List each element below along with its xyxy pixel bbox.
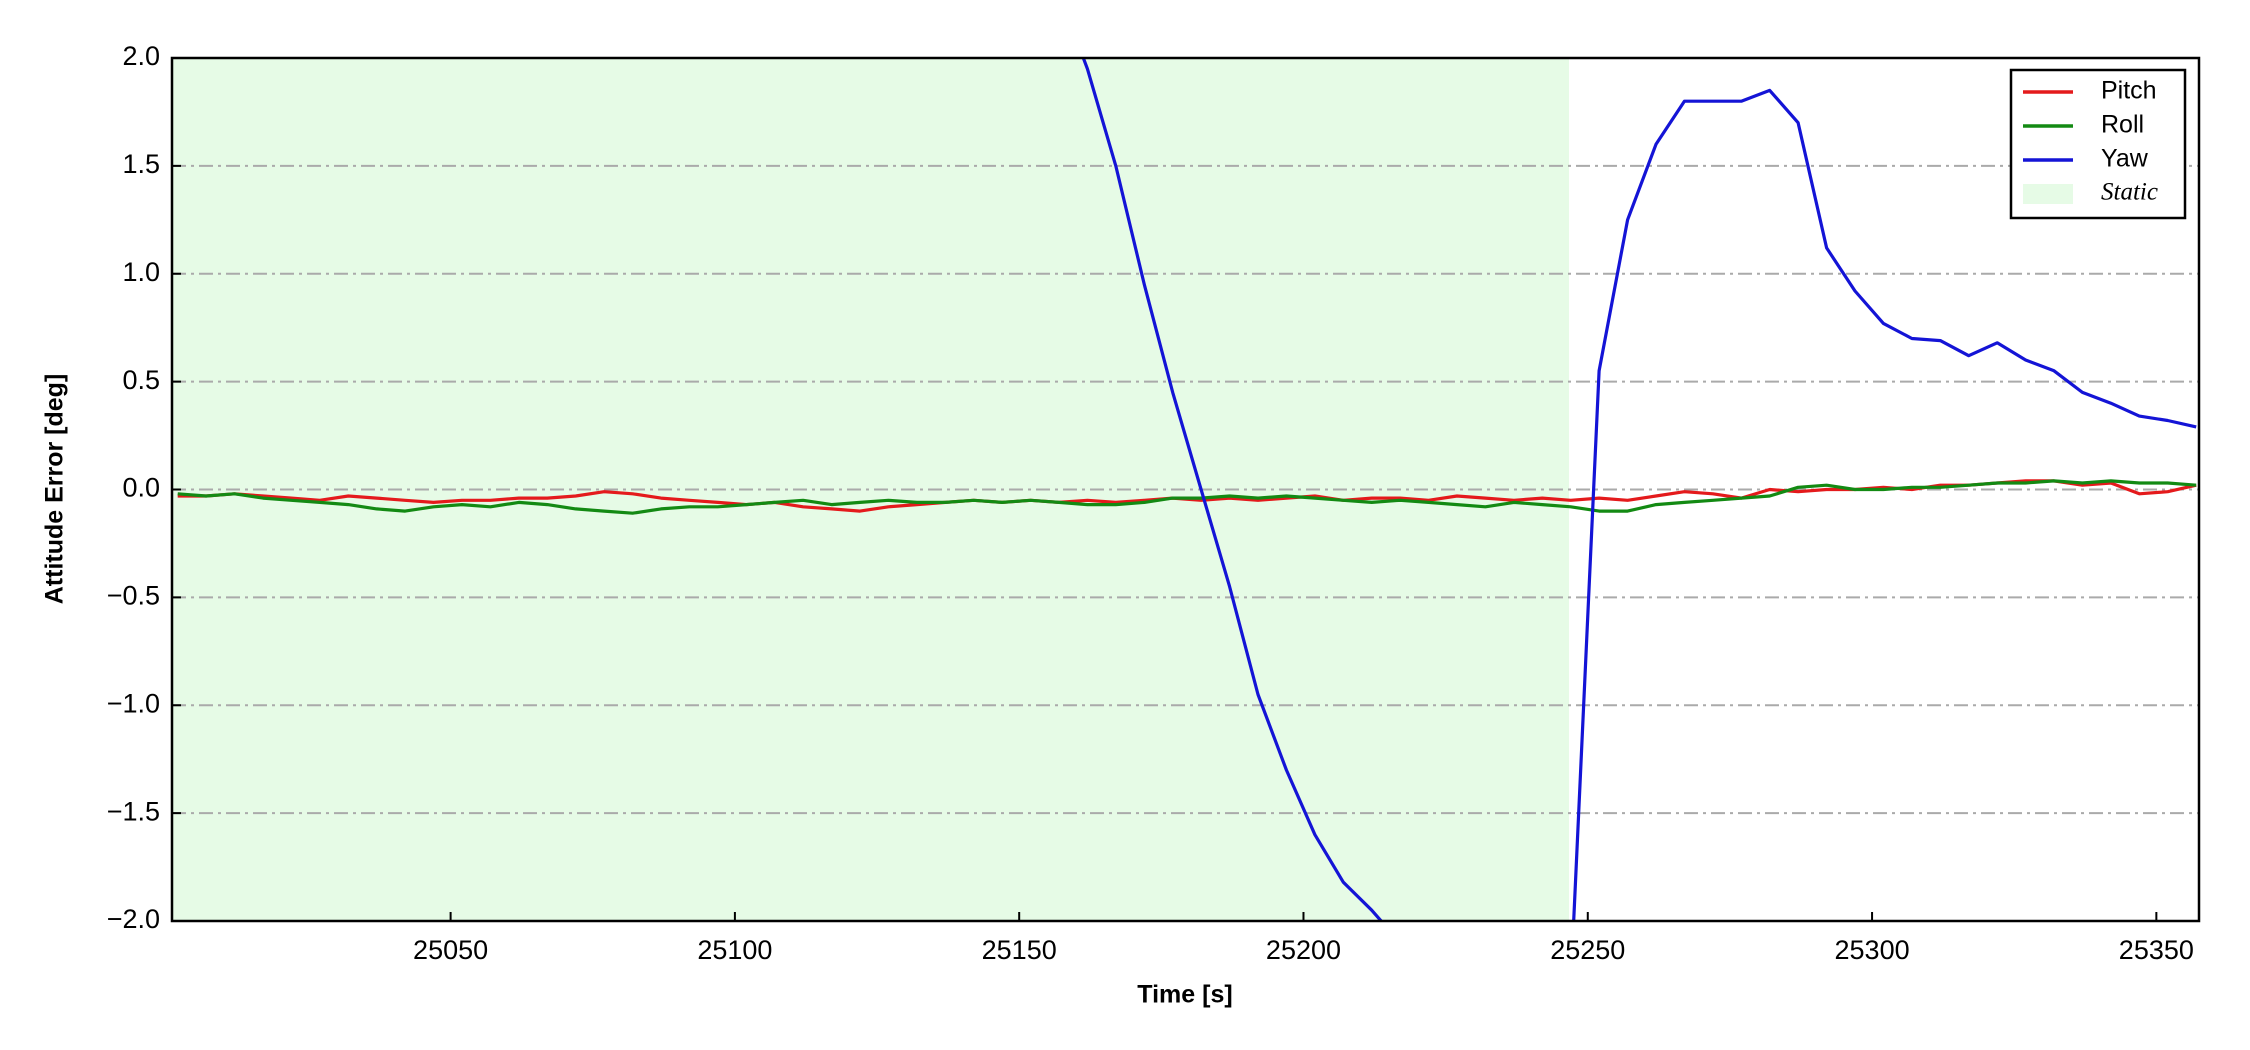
legend-swatch [2023,184,2073,204]
legend-label: Yaw [2101,145,2149,173]
x-tick-label: 25250 [1550,935,1625,965]
legend-label: Pitch [2101,77,2157,105]
y-tick-label: −1.0 [107,688,160,718]
x-tick-label: 25100 [697,935,772,965]
x-axis-label: Time [s] [1137,981,1232,1009]
x-tick-label: 25150 [982,935,1057,965]
legend-label: Roll [2101,111,2144,139]
x-tick-label: 25050 [413,935,488,965]
y-tick-label: −1.5 [107,796,160,826]
y-tick-label: 0.5 [122,365,160,395]
y-tick-label: 1.0 [122,257,160,287]
y-tick-label: 2.0 [122,41,160,71]
y-tick-label: 1.5 [122,149,160,179]
y-tick-label: −2.0 [107,904,160,934]
x-tick-label: 25300 [1835,935,1910,965]
series-line [177,479,2197,515]
x-tick-label: 25200 [1266,935,1341,965]
y-axis-label: Attitude Error [deg] [41,374,69,605]
y-tick-label: −0.5 [107,581,160,611]
x-tick-label: 25350 [2119,935,2194,965]
y-tick-label: 0.0 [122,473,160,503]
series-line [1081,58,2197,921]
legend-label: Static [2101,179,2158,206]
